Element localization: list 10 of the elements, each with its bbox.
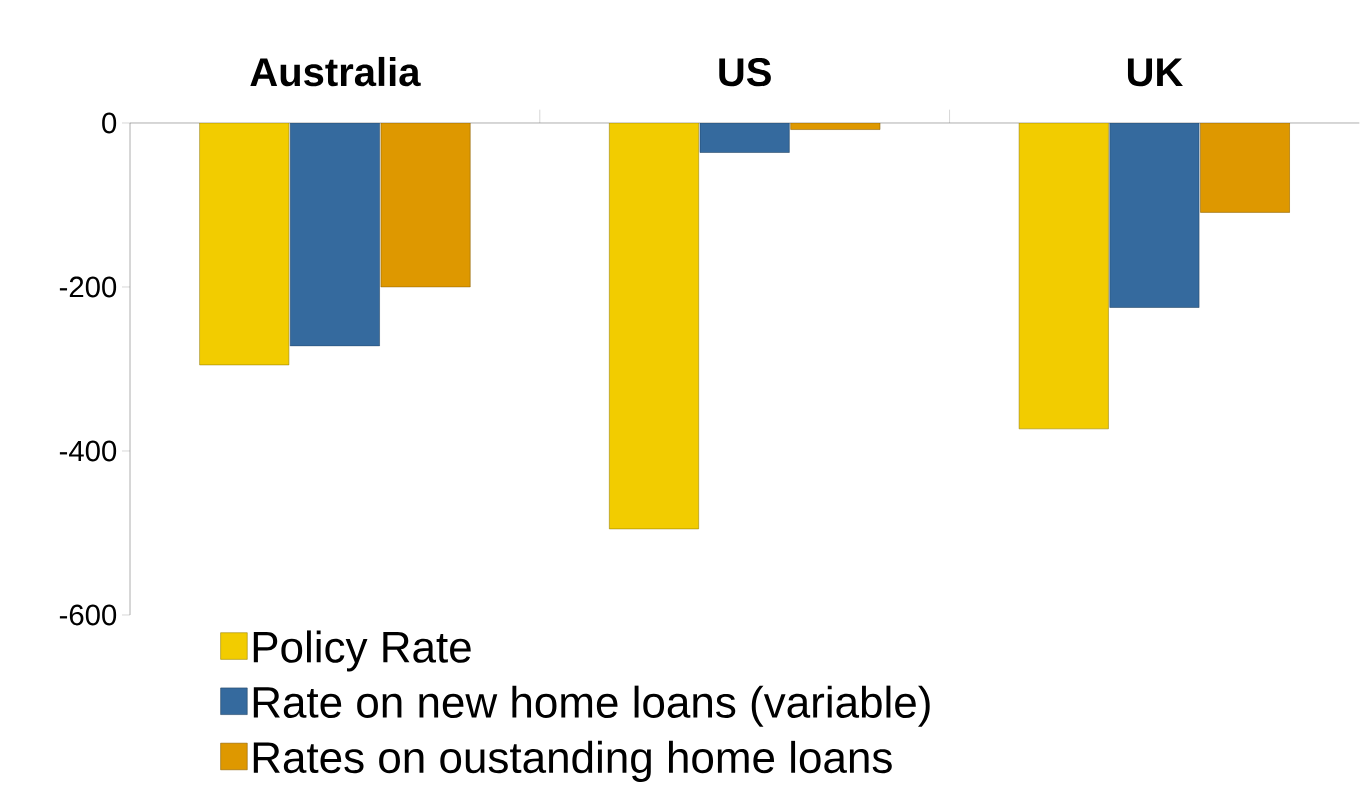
y-tick-label: -200 [59,276,117,298]
x-tick-label: US [719,57,771,87]
y-tick-label: -400 [59,440,117,462]
legend-label: Policy Rate [253,630,471,672]
y-tick-label: 0 [102,112,117,134]
legend-label: Rate on new home loans (variable) [253,685,930,727]
x-tick-label: UK [1127,58,1183,87]
y-tick-label: -600 [59,604,117,626]
x-tick-label: Australia [250,56,421,87]
legend-label: Rates on oustanding home loans [253,740,892,782]
